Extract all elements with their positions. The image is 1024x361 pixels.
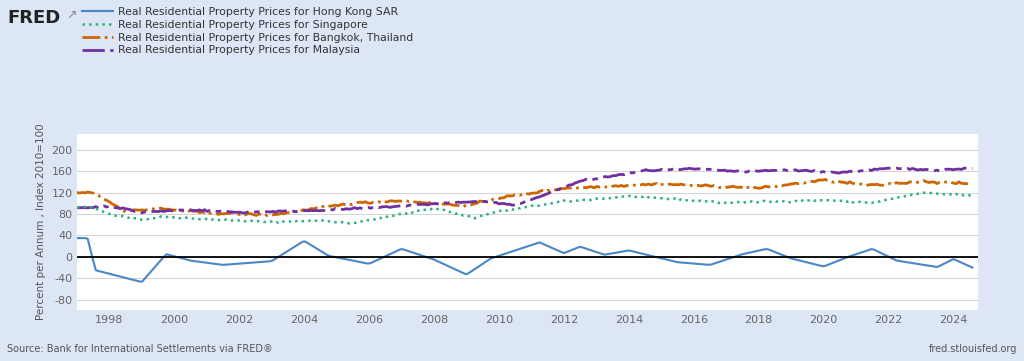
- Legend: Real Residential Property Prices for Hong Kong SAR, Real Residential Property Pr: Real Residential Property Prices for Hon…: [82, 7, 414, 55]
- Text: fred.stlouisfed.org: fred.stlouisfed.org: [929, 344, 1017, 354]
- Y-axis label: Percent per Annum , Index 2010=100: Percent per Annum , Index 2010=100: [36, 124, 46, 320]
- Text: ↗: ↗: [67, 9, 77, 22]
- Text: Source: Bank for International Settlements via FRED®: Source: Bank for International Settlemen…: [7, 344, 273, 354]
- Text: FRED: FRED: [7, 9, 60, 27]
